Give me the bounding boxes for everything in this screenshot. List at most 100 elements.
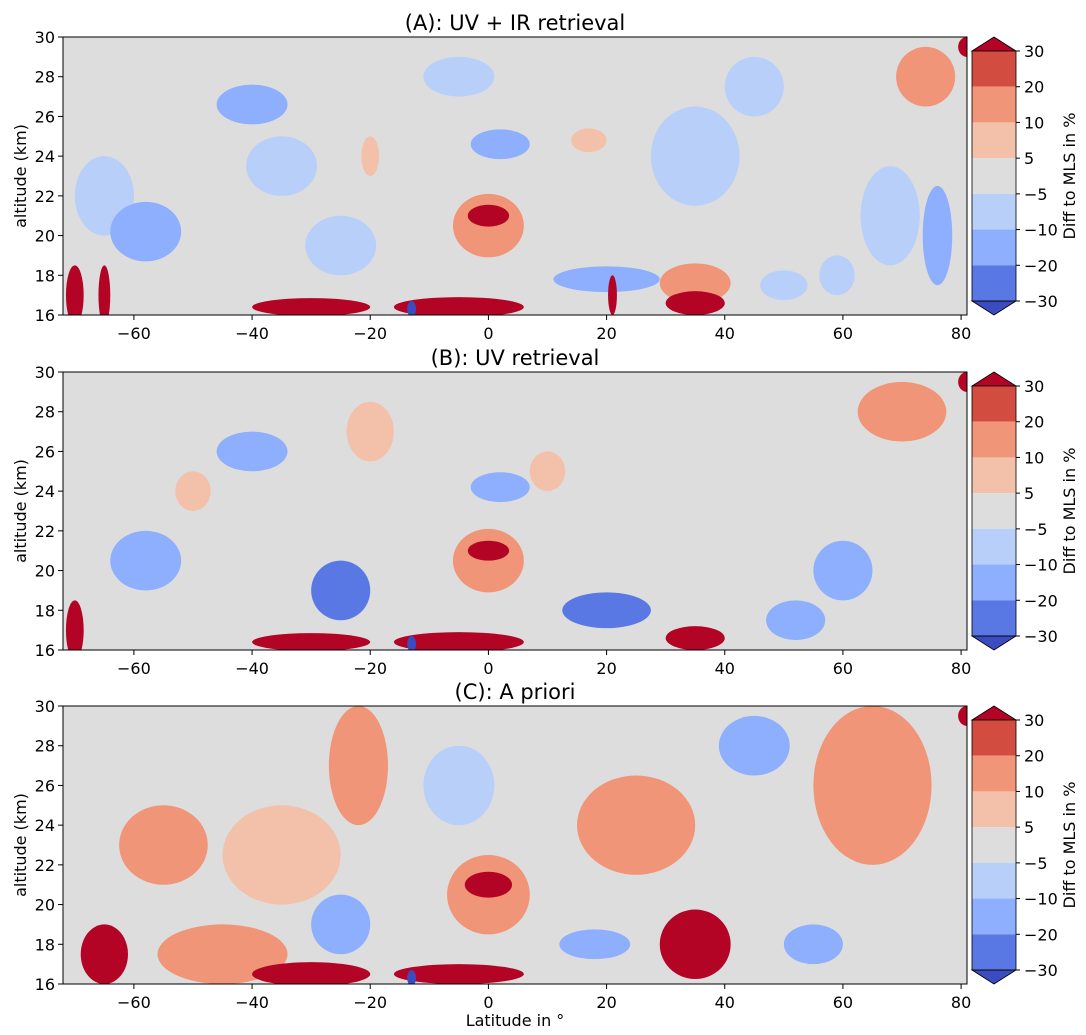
contour-region-14 [393, 632, 524, 650]
contour-region-5 [470, 472, 530, 503]
y-tick-label: 22 [35, 522, 55, 541]
y-tick-label: 30 [35, 697, 55, 716]
contour-region-11 [110, 201, 182, 262]
contour-region-5 [813, 706, 932, 865]
colorbar-tick-label: −20 [1024, 256, 1058, 275]
contour-region-2 [361, 136, 380, 176]
colorbar-extend-bottom [970, 300, 1018, 316]
contour-region-18 [407, 970, 417, 984]
contour-region-3 [110, 530, 182, 591]
colorbar-block [972, 193, 1016, 230]
contour-region-24 [98, 265, 111, 315]
colorbar-tick-label: 20 [1024, 747, 1044, 766]
contour-region-21 [393, 297, 524, 315]
x-tick-label: 60 [833, 993, 853, 1012]
colorbar: 30 20 10 5 −5 −10 −20 −30 Diff to MLS in % [970, 36, 1079, 316]
colorbar-tick-label: −20 [1024, 591, 1058, 610]
contour-region-8 [766, 600, 826, 641]
contour-region-8 [819, 255, 855, 296]
x-tick-label: −40 [235, 659, 269, 678]
x-tick-label: 20 [596, 993, 616, 1012]
contour-region-7 [452, 528, 524, 593]
colorbar: 30 20 10 5 −5 −10 −20 −30 Diff to MLS in % [970, 705, 1079, 985]
x-tick-label: 40 [715, 324, 735, 343]
contour-region-20 [252, 298, 371, 315]
colorbar-label: Diff to MLS in % [1060, 113, 1079, 240]
colorbar-block [972, 827, 1016, 863]
y-tick-label: 22 [35, 187, 55, 206]
x-tick-label: 20 [596, 659, 616, 678]
colorbar-block [972, 457, 1016, 494]
y-tick-label: 24 [35, 147, 55, 166]
chart-panel-0: (A): UV + IR retrieval 16 18 20 22 24 26 28 30 −6… [11, 11, 1079, 343]
plot-frame [62, 705, 968, 985]
colorbar-label: Diff to MLS in % [1060, 782, 1079, 909]
colorbar-block [972, 229, 1016, 266]
colorbar-tick-label: 30 [1024, 711, 1044, 730]
colorbar-tick-label: 30 [1024, 42, 1044, 61]
contour-region-16 [659, 263, 731, 304]
colorbar-tick-label: −10 [1024, 221, 1058, 240]
x-tick-label: 0 [483, 324, 493, 343]
colorbar-block [972, 51, 1016, 87]
y-tick-label: 18 [35, 935, 55, 954]
contour-region-25 [608, 275, 617, 315]
x-tick-label: 40 [715, 659, 735, 678]
x-tick-label: 80 [951, 993, 971, 1012]
contour-region-6 [813, 540, 873, 601]
y-tick-label: 22 [35, 856, 55, 875]
y-tick-label: 20 [35, 227, 55, 246]
contour-region-9 [305, 215, 377, 276]
colorbar-tick-label: 30 [1024, 377, 1044, 396]
contour-region-1 [222, 805, 341, 905]
contour-region-26 [958, 37, 967, 57]
colorbar: 30 20 10 5 −5 −10 −20 −30 Diff to MLS in % [970, 371, 1079, 651]
x-tick-label: −40 [235, 324, 269, 343]
colorbar-extend-bottom [970, 635, 1018, 651]
colorbar-block [972, 564, 1016, 601]
colorbar-tick-label: −5 [1024, 854, 1048, 873]
colorbar-block [972, 421, 1016, 458]
x-tick-label: 60 [833, 324, 853, 343]
colorbar-frame [971, 50, 1017, 302]
contour-region-17 [553, 266, 660, 293]
x-tick-label: 60 [833, 659, 853, 678]
contour-region-18 [896, 46, 956, 107]
contour-region-0 [423, 745, 495, 826]
chart-panel-2: (C): A priori 16 18 20 22 24 26 28 30 −60 −40 −20 0 2… [11, 680, 1079, 1030]
y-tick-label: 16 [35, 975, 55, 994]
colorbar-block [972, 934, 1016, 970]
contour-region-4 [216, 431, 288, 472]
y-tick-label: 28 [35, 403, 55, 422]
x-tick-label: −60 [117, 324, 151, 343]
y-tick-label: 16 [35, 641, 55, 660]
y-tick-label: 26 [35, 442, 55, 461]
x-tick-label: −60 [117, 993, 151, 1012]
contour-region-16 [65, 600, 84, 650]
y-tick-label: 18 [35, 266, 55, 285]
contour-region-4 [724, 56, 784, 117]
contour-region-7 [783, 924, 843, 965]
colorbar-tick-label: 5 [1024, 484, 1034, 503]
contour-region-0 [650, 106, 740, 206]
colorbar-block [972, 122, 1016, 159]
contour-region-12 [467, 540, 510, 561]
contour-region-0 [346, 401, 394, 462]
contour-region-15 [665, 626, 725, 650]
colorbar-block [972, 158, 1016, 194]
x-tick-label: −20 [353, 659, 387, 678]
contour-region-22 [665, 291, 725, 315]
colorbar-tick-label: 10 [1024, 782, 1044, 801]
y-tick-label: 30 [35, 28, 55, 47]
plot-background [63, 372, 967, 650]
colorbar-frame [971, 719, 1017, 971]
y-axis-label: altitude (km) [11, 793, 30, 897]
y-tick-label: 26 [35, 107, 55, 126]
colorbar-tick-label: −5 [1024, 185, 1048, 204]
colorbar-tick-label: 10 [1024, 113, 1044, 132]
contour-region-14 [252, 962, 371, 984]
colorbar-extend-bottom [970, 969, 1018, 985]
x-tick-label: 20 [596, 324, 616, 343]
panel-title: (B): UV retrieval [431, 346, 600, 370]
